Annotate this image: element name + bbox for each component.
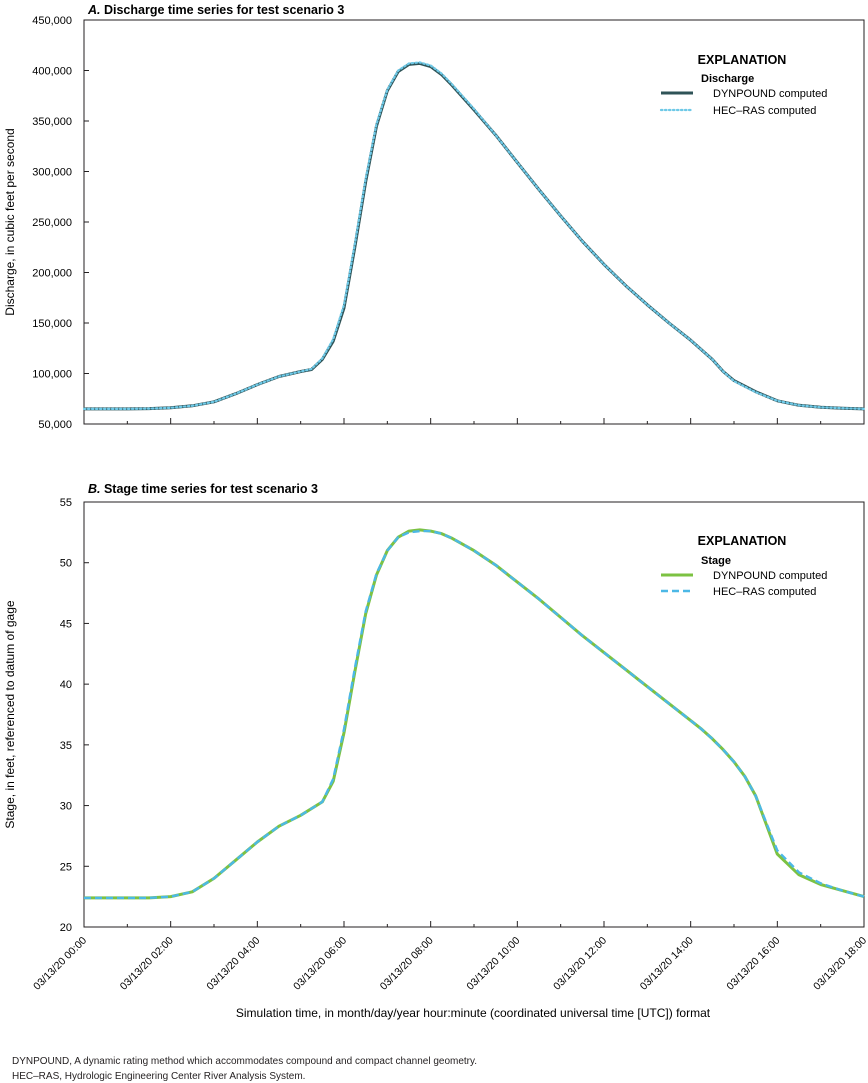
y-axis-label: Stage, in feet, referenced to datum of g… <box>3 600 17 828</box>
legend-label-hec-ras: HEC–RAS computed <box>713 586 816 598</box>
panel-title: Discharge time series for test scenario … <box>101 3 345 17</box>
y-tick-label: 50,000 <box>38 419 72 431</box>
chart-title: A. Discharge time series for test scenar… <box>87 3 344 17</box>
panel-title: Stage time series for test scenario 3 <box>101 482 319 496</box>
x-tick-label: 03/13/20 18:00 <box>811 935 868 993</box>
panel-letter: B. <box>88 482 101 496</box>
chart-panel-b: B. Stage time series for test scenario 3… <box>3 482 868 993</box>
x-tick-label: 03/13/20 04:00 <box>204 935 262 993</box>
y-tick-label: 25 <box>60 861 72 873</box>
footnote-hec-ras: HEC–RAS, Hydrologic Engineering Center R… <box>12 1071 306 1082</box>
y-tick-label: 45 <box>60 618 72 630</box>
panel-letter: A. <box>87 3 101 17</box>
x-tick-label: 03/13/20 00:00 <box>31 935 89 993</box>
legend-label-dynpound: DYNPOUND computed <box>713 88 827 100</box>
x-tick-label: 03/13/20 14:00 <box>638 935 696 993</box>
legend-label-dynpound: DYNPOUND computed <box>713 570 827 582</box>
x-tick-label: 03/13/20 12:00 <box>551 935 609 993</box>
legend-subtitle: Stage <box>701 555 731 567</box>
y-tick-label: 55 <box>60 497 72 509</box>
y-tick-label: 150,000 <box>32 318 72 330</box>
chart-panel-a: A. Discharge time series for test scenar… <box>3 3 866 431</box>
y-tick-label: 30 <box>60 801 72 813</box>
y-tick-label: 40 <box>60 679 72 691</box>
y-tick-label: 35 <box>60 740 72 752</box>
x-tick-label: 03/13/20 16:00 <box>724 935 782 993</box>
plot-frame <box>83 501 865 928</box>
x-tick-label: 03/13/20 06:00 <box>291 935 349 993</box>
chart-title: B. Stage time series for test scenario 3 <box>88 482 318 496</box>
y-tick-label: 50 <box>60 558 72 570</box>
y-tick-label: 100,000 <box>32 369 72 381</box>
y-tick-label: 250,000 <box>32 217 72 229</box>
y-tick-label: 200,000 <box>32 268 72 280</box>
x-tick-label: 03/13/20 02:00 <box>118 935 176 993</box>
y-axis-label: Discharge, in cubic feet per second <box>3 128 17 315</box>
x-tick-label: 03/13/20 08:00 <box>378 935 436 993</box>
y-tick-label: 350,000 <box>32 116 72 128</box>
y-tick-label: 20 <box>60 922 72 934</box>
y-tick-label: 450,000 <box>32 15 72 27</box>
legend-label-hec-ras: HEC–RAS computed <box>713 105 816 117</box>
series-line-hec-ras <box>82 61 866 410</box>
legend-title: EXPLANATION <box>698 534 787 548</box>
legend-subtitle: Discharge <box>701 73 754 85</box>
y-tick-label: 400,000 <box>32 66 72 78</box>
legend-title: EXPLANATION <box>698 53 787 67</box>
x-axis-label: Simulation time, in month/day/year hour:… <box>236 1006 711 1020</box>
x-tick-label: 03/13/20 10:00 <box>464 935 522 993</box>
footnote-dynpound: DYNPOUND, A dynamic rating method which … <box>12 1056 478 1067</box>
series-line-hec-ras <box>84 529 865 900</box>
y-tick-label: 300,000 <box>32 167 72 179</box>
